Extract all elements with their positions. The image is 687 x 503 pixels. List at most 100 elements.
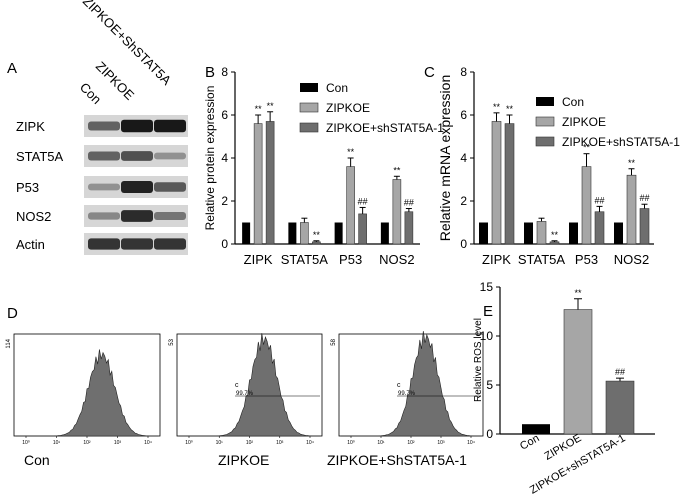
- flow-histogram: [179, 333, 320, 437]
- blot-band: [88, 183, 120, 191]
- panel-b-protein-chart: B 0 2 4 6 8 Relative protein expression ZIPK ** *…: [203, 64, 444, 267]
- bar-con: [479, 222, 488, 244]
- bar-zipkoe: [392, 179, 402, 245]
- significance-mark: ##: [594, 195, 604, 205]
- panel-d-letter: D: [7, 305, 18, 322]
- blot-band: [154, 182, 186, 192]
- flow-title-con: Con: [24, 452, 50, 468]
- bar-zipkoe: [346, 166, 355, 245]
- flow-x-tick-label: 10⁴: [467, 440, 475, 446]
- y-axis-label: Relative protein expression: [203, 86, 217, 231]
- legend-label: Con: [326, 81, 348, 95]
- bar-zipkoe: [253, 123, 263, 245]
- significance-mark: **: [506, 104, 514, 114]
- panel-a-letter: A: [7, 60, 17, 77]
- flow-x-tick-label: 10⁰: [347, 440, 355, 446]
- y-tick-label: 4: [460, 151, 467, 165]
- significance-mark: **: [313, 230, 321, 240]
- bar-zipkoe: [536, 221, 547, 245]
- flow-histogram: [16, 349, 158, 437]
- panel-e-letter: E: [483, 303, 493, 320]
- y-tick-label: 2: [221, 194, 228, 208]
- bar-zipkoe-shstat5a-1: [594, 211, 605, 245]
- bar-zipkoe-shstat5a-1: [404, 211, 414, 245]
- significance-mark: **: [583, 143, 591, 153]
- blot-row-label: NOS2: [16, 209, 51, 224]
- flow-gate-label: c: [235, 382, 239, 389]
- bar-zipkoe: [581, 166, 592, 245]
- y-tick-label: 4: [221, 151, 228, 165]
- legend-label: ZIPKOE+shSTAT5A-1: [326, 121, 444, 135]
- flow-x-tick-label: 10²: [246, 440, 254, 446]
- blot-band: [88, 121, 120, 131]
- blot-lane-label: Con: [77, 80, 104, 107]
- legend-label: ZIPKOE: [326, 101, 370, 115]
- blot-band: [121, 180, 153, 194]
- bar-con: [614, 222, 623, 244]
- blot-band: [88, 212, 120, 220]
- blot-row-label: Actin: [16, 237, 45, 252]
- y-tick-label: 8: [221, 65, 228, 79]
- legend-swatch: [300, 83, 318, 92]
- bar-zipkoe-shstat5a-1: [312, 241, 321, 245]
- y-tick-label: 6: [221, 108, 228, 122]
- legend-label: Con: [562, 95, 584, 109]
- flow-histogram: [341, 330, 481, 437]
- x-category-label: NOS2: [379, 252, 414, 267]
- flow-y-max-label: 114: [6, 338, 12, 348]
- flow-x-tick-label: 10³: [437, 440, 445, 446]
- blot-band: [154, 119, 186, 133]
- flow-x-tick-label: 10⁴: [306, 440, 314, 446]
- bar-con: [288, 222, 297, 244]
- flow-gate-label: c: [397, 382, 401, 389]
- flow-y-max-label: 58: [331, 338, 337, 345]
- blot-band: [121, 119, 153, 133]
- legend-label: ZIPKOE: [562, 115, 606, 129]
- significance-mark: **: [493, 102, 501, 112]
- ros-bar: [563, 309, 593, 435]
- significance-mark: **: [347, 147, 355, 157]
- x-category-label: NOS2: [614, 252, 649, 267]
- bar-zipkoe-shstat5a-1: [504, 123, 515, 245]
- bar-zipkoe-shstat5a-1: [549, 241, 560, 245]
- flow-gate-percent: 99.7%: [236, 391, 254, 397]
- significance-mark: **: [574, 288, 582, 298]
- flow-x-tick-label: 10⁰: [22, 440, 30, 446]
- blot-band: [121, 210, 153, 222]
- legend-swatch: [299, 122, 319, 133]
- flow-gate-percent: 99.7%: [398, 391, 416, 397]
- y-tick-label: 8: [460, 65, 467, 79]
- flow-title-zipkoe: ZIPKOE: [218, 452, 269, 468]
- y-tick-label: 5: [486, 378, 493, 392]
- flow-x-tick-label: 10³: [114, 440, 122, 446]
- flow-x-tick-label: 10³: [276, 440, 284, 446]
- legend-swatch: [536, 97, 554, 106]
- flow-x-tick-label: 10¹: [53, 440, 61, 446]
- significance-mark: **: [255, 104, 263, 114]
- flow-x-tick-label: 10²: [407, 440, 415, 446]
- blot-row-label: P53: [16, 180, 39, 195]
- panel-letter: B: [205, 64, 215, 81]
- x-category-label: Con: [518, 432, 541, 452]
- bar-zipkoe: [626, 174, 637, 245]
- bar-con: [334, 222, 343, 244]
- blot-row-label: STAT5A: [16, 149, 64, 164]
- significance-mark: ##: [639, 193, 649, 203]
- y-tick-label: 0: [460, 237, 467, 251]
- legend-swatch: [535, 116, 555, 127]
- legend-label: ZIPKOE+shSTAT5A-1: [562, 135, 680, 149]
- blot-band: [154, 152, 186, 160]
- blot-band: [121, 151, 153, 161]
- blot-band: [154, 238, 186, 250]
- y-axis-label: Relative mRNA expression: [437, 75, 453, 242]
- bar-con: [524, 222, 533, 244]
- bar-con: [569, 222, 578, 244]
- bar-con: [380, 222, 389, 244]
- x-category-label: ZIPK: [244, 252, 273, 267]
- x-category-label: STAT5A: [518, 252, 566, 267]
- bar-zipkoe: [491, 121, 502, 245]
- significance-mark: ##: [404, 198, 414, 208]
- significance-mark: ##: [358, 196, 368, 206]
